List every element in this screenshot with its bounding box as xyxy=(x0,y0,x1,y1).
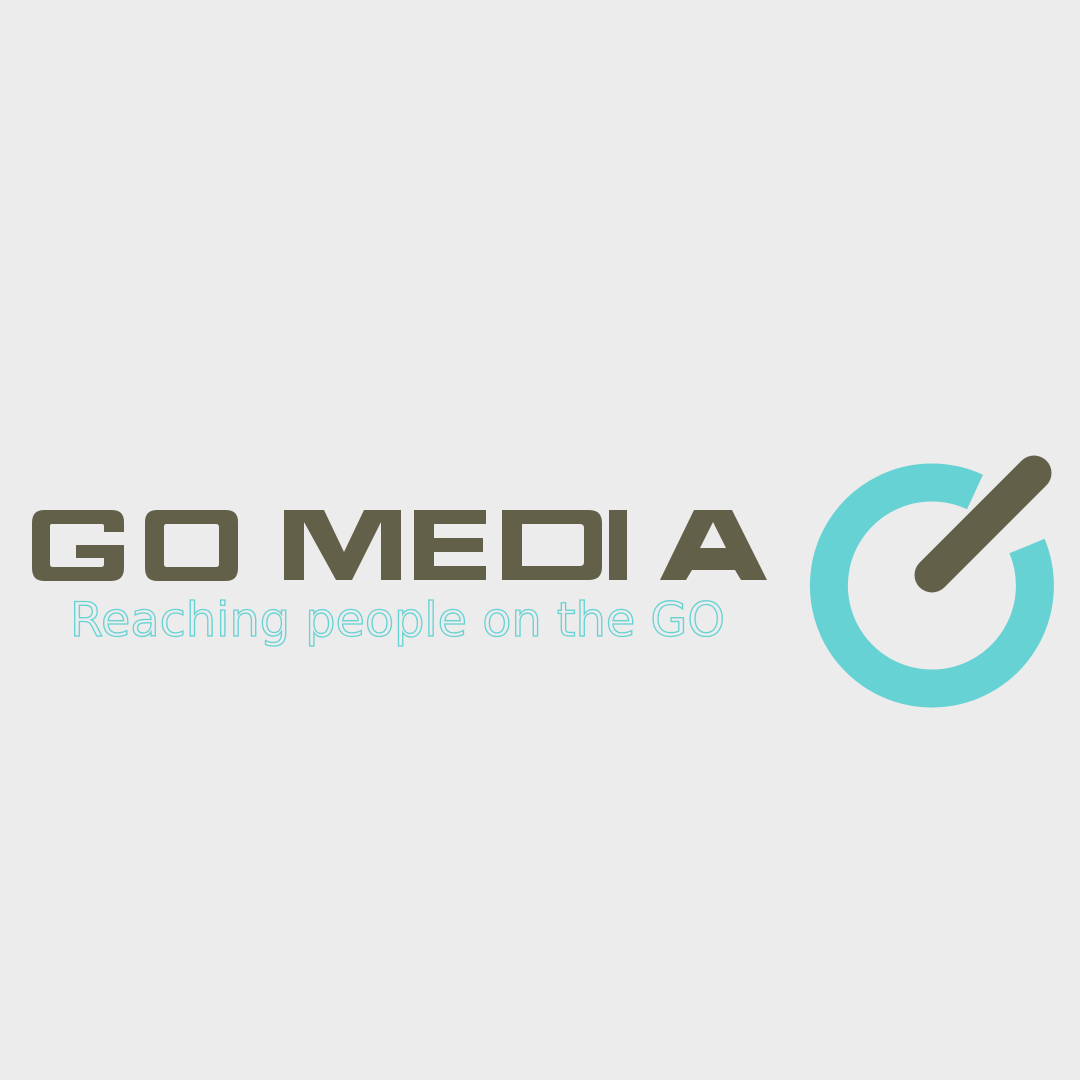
wordmark-letter-a xyxy=(660,510,767,580)
power-button-icon xyxy=(809,455,1054,708)
logo-tagline: Reaching people on the GO xyxy=(70,593,725,648)
wordmark-letter-d xyxy=(502,510,602,580)
wordmark-letter-e1 xyxy=(414,510,486,580)
wordmark-letter-g xyxy=(32,510,124,581)
logo-wordmark xyxy=(32,510,767,581)
wordmark-letter-i xyxy=(609,510,627,580)
wordmark-letter-o xyxy=(145,510,238,581)
wordmark-letter-m xyxy=(284,510,401,580)
